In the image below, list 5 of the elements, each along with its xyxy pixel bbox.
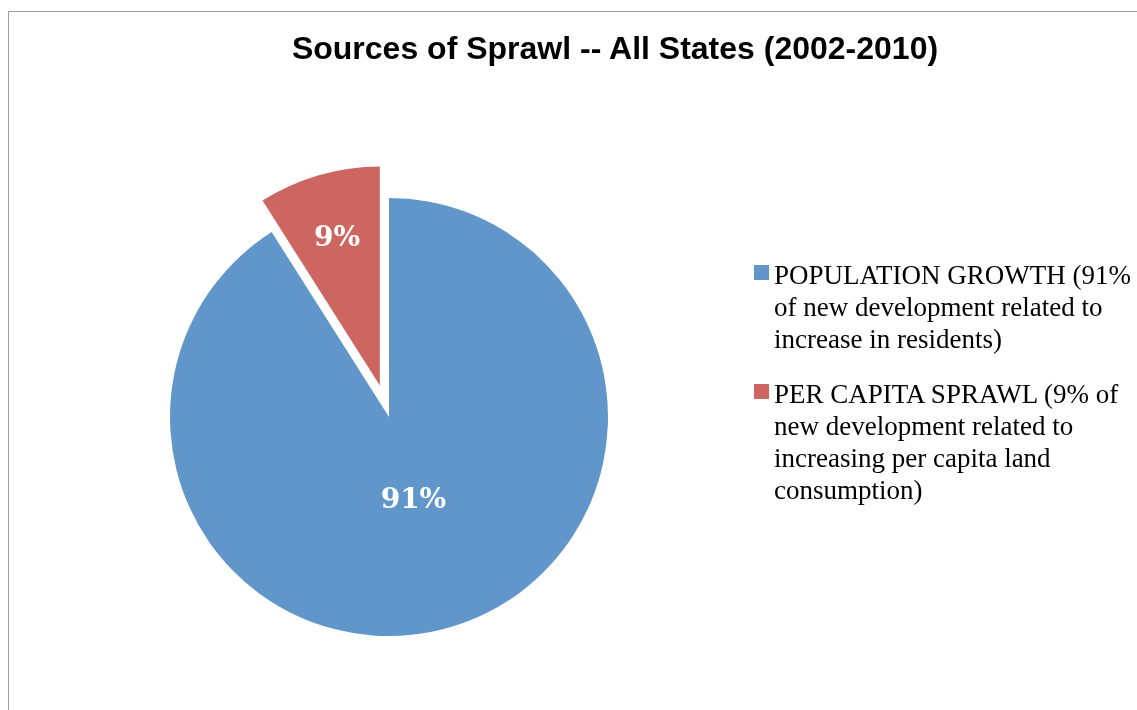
chart-title: Sources of Sprawl -- All States (2002-2010) bbox=[290, 30, 940, 66]
data-label: 91% bbox=[380, 482, 447, 516]
legend-label: POPULATION GROWTH (91% of new development related to increase in residents) bbox=[774, 259, 1132, 355]
legend-label: PER CAPITA SPRAWL (9% of new development related to increasing per capita land consumption) bbox=[774, 378, 1120, 506]
data-label: 9% bbox=[314, 219, 361, 253]
